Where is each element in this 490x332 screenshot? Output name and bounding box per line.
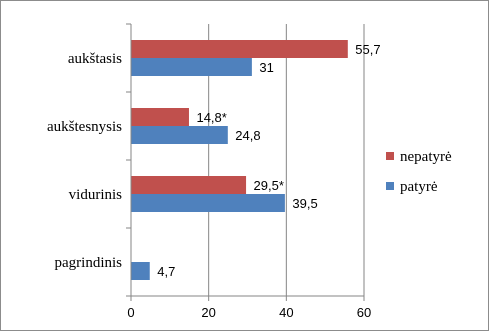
data-label-patyrė-3: 4,7 — [157, 264, 175, 279]
legend-label-nepatyrė: nepatyrė — [400, 149, 452, 165]
legend-swatch-patyrė — [386, 182, 394, 190]
bar-nepatyrė-1 — [131, 108, 189, 126]
data-label-patyrė-0: 31 — [259, 60, 273, 75]
bar-patyrė-3 — [131, 262, 150, 280]
legend-label-patyrė: patyrė — [400, 179, 438, 195]
category-label-1: aukštesnysis — [47, 119, 122, 135]
category-label-3: pagrindinis — [55, 255, 123, 271]
legend-swatch-nepatyrė — [386, 152, 394, 160]
data-label-nepatyrė-2: 29,5* — [254, 178, 284, 193]
bar-nepatyrė-2 — [131, 176, 247, 194]
data-label-patyrė-2: 39,5 — [292, 196, 317, 211]
bar-patyrė-0 — [131, 58, 252, 76]
x-tick-label-0: 0 — [127, 305, 134, 320]
bar-patyrė-1 — [131, 126, 228, 144]
data-label-nepatyrė-0: 55,7 — [355, 42, 380, 57]
x-tick-label-20: 20 — [201, 305, 215, 320]
bar-patyrė-2 — [131, 194, 285, 212]
bar-nepatyrė-0 — [131, 40, 348, 58]
data-label-nepatyrė-1: 14,8* — [196, 110, 226, 125]
category-label-2: vidurinis — [69, 187, 122, 203]
category-label-0: aukštasis — [68, 51, 122, 67]
data-label-patyrė-1: 24,8 — [235, 128, 260, 143]
x-tick-label-40: 40 — [279, 305, 293, 320]
x-tick-label-60: 60 — [357, 305, 371, 320]
